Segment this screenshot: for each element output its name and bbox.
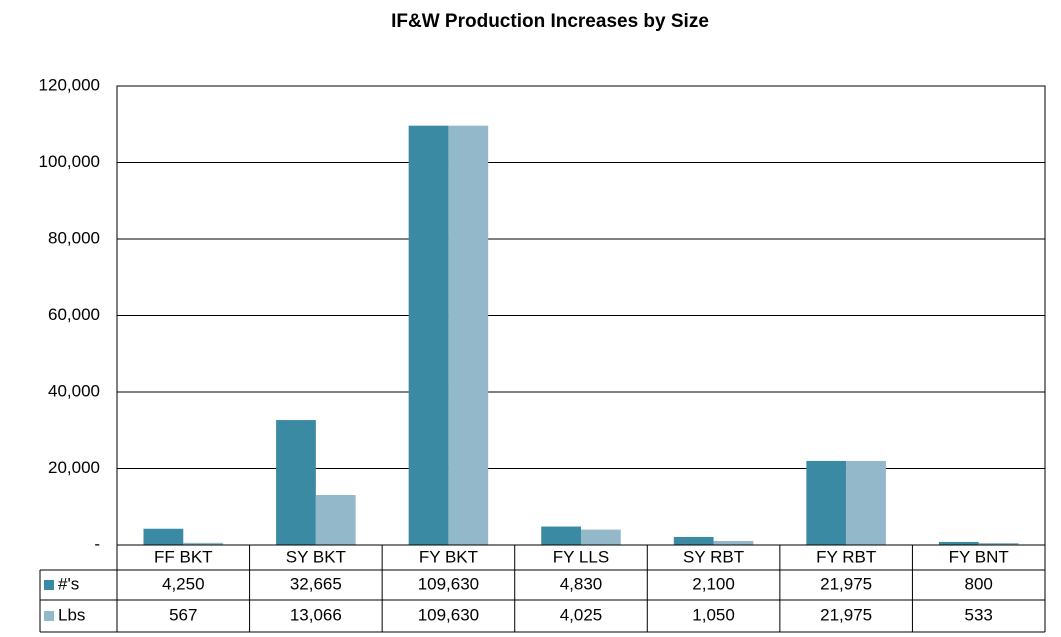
y-tick-label: 100,000	[39, 152, 100, 171]
bar	[938, 541, 979, 545]
plot-frame	[116, 85, 1046, 546]
table-cell: 2,100	[692, 574, 735, 593]
table-cell: 567	[169, 605, 197, 624]
x-tick-label: FF BKT	[154, 547, 213, 566]
table-cell: 109,630	[418, 605, 479, 624]
bar	[276, 420, 316, 545]
table-cell: 1,050	[692, 605, 735, 624]
table-cell: 4,025	[560, 605, 603, 624]
legend-swatch	[44, 580, 54, 590]
y-tick-label: 60,000	[48, 305, 100, 324]
legend-swatch	[44, 611, 54, 621]
legend-label: #'s	[58, 574, 79, 593]
bar	[846, 460, 886, 545]
y-tick-label: 120,000	[39, 75, 100, 94]
bar	[408, 125, 449, 545]
bar	[806, 460, 847, 545]
x-tick-label: FY BKT	[419, 547, 478, 566]
table-cell: 533	[965, 605, 993, 624]
x-tick-label: FY LLS	[553, 547, 609, 566]
bar	[978, 542, 1019, 545]
legend-label: Lbs	[58, 605, 85, 624]
table-cell: 4,250	[162, 574, 205, 593]
bar	[143, 528, 184, 545]
table-cell: 13,066	[290, 605, 342, 624]
x-tick-label: FY BNT	[949, 547, 1009, 566]
y-tick-label: -	[94, 534, 100, 553]
table-cell: 21,975	[820, 605, 872, 624]
table-cell: 800	[965, 574, 993, 593]
x-tick-label: SY BKT	[286, 547, 346, 566]
bar	[541, 526, 581, 545]
y-tick-label: 80,000	[48, 228, 100, 247]
bar	[673, 536, 714, 545]
bar	[183, 542, 224, 545]
table-cell: 4,830	[560, 574, 603, 593]
bar	[315, 495, 356, 545]
x-tick-label: FY RBT	[816, 547, 876, 566]
y-tick-label: 20,000	[48, 458, 100, 477]
x-tick-label: SY RBT	[683, 547, 744, 566]
y-tick-label: 40,000	[48, 381, 100, 400]
table-cell: 109,630	[418, 574, 479, 593]
bar	[581, 529, 621, 545]
bar	[448, 125, 489, 545]
table-cell: 32,665	[290, 574, 342, 593]
table-cell: 21,975	[820, 574, 872, 593]
bar	[713, 540, 754, 545]
chart-title: IF&W Production Increases by Size	[391, 11, 709, 32]
